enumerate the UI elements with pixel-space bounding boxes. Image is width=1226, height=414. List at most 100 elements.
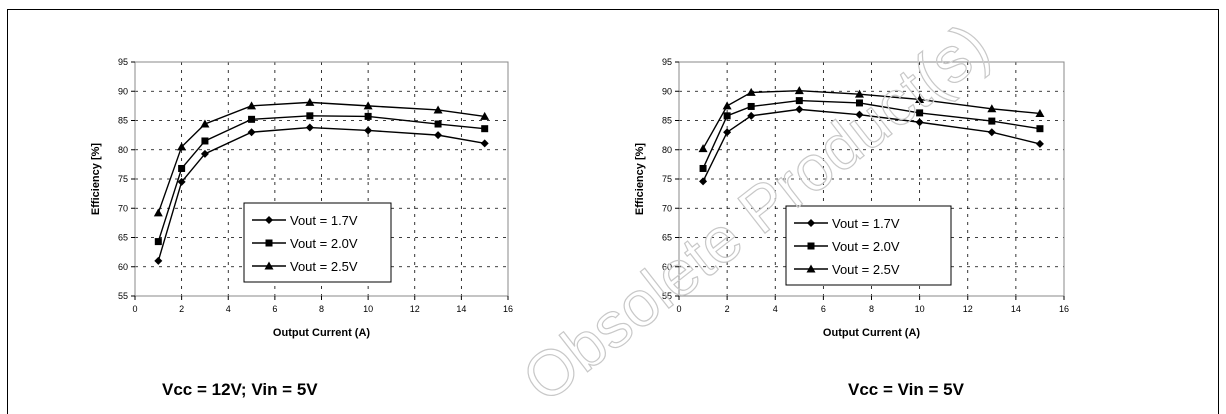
y-tick-label: 60 bbox=[118, 262, 128, 272]
caption-vcc-5v: Vcc = Vin = 5V bbox=[848, 380, 964, 399]
series-square-marker-7 bbox=[481, 125, 489, 133]
y-axis-title: Efficiency [%] bbox=[90, 143, 102, 215]
y-tick-label: 90 bbox=[118, 86, 128, 96]
series-triangle-marker-6 bbox=[987, 104, 997, 113]
series-triangle-marker-1 bbox=[177, 142, 187, 151]
series-triangle-marker-2 bbox=[746, 87, 756, 96]
y-axis-title: Efficiency [%] bbox=[634, 143, 646, 215]
x-tick-label: 0 bbox=[132, 304, 137, 314]
series-square-marker-2 bbox=[747, 102, 755, 110]
series-diamond-marker-1 bbox=[177, 177, 186, 186]
series-diamond bbox=[154, 123, 489, 265]
x-axis-title: Output Current (A) bbox=[823, 327, 920, 339]
series-square-marker-6 bbox=[988, 117, 996, 125]
x-tick-label: 8 bbox=[869, 304, 874, 314]
series-triangle-marker-3 bbox=[794, 86, 804, 95]
series-diamond-marker-6 bbox=[434, 131, 443, 140]
series-diamond-marker-7 bbox=[480, 139, 489, 148]
legend-label: Vout = 1.7V bbox=[290, 213, 358, 228]
legend: Vout = 1.7V Vout = 2.0V Vout = 2.5V bbox=[785, 205, 952, 286]
series-diamond-marker-5 bbox=[364, 126, 373, 135]
y-tick-label: 60 bbox=[662, 262, 672, 272]
x-tick-label: 0 bbox=[676, 304, 681, 314]
y-tick-label: 55 bbox=[662, 291, 672, 301]
series-square-marker-1 bbox=[178, 164, 186, 172]
series-line-triangle bbox=[702, 89, 1041, 149]
x-tick-label: 16 bbox=[503, 304, 513, 314]
series-diamond-marker-1 bbox=[723, 128, 732, 137]
series-square-marker-0 bbox=[699, 164, 707, 172]
x-tick-label: 14 bbox=[456, 304, 466, 314]
series-diamond-marker-3 bbox=[795, 105, 804, 114]
series-diamond-marker-4 bbox=[305, 123, 314, 132]
legend-label: Vout = 2.0V bbox=[290, 236, 358, 251]
series-square-marker-3 bbox=[248, 115, 256, 123]
x-tick-label: 6 bbox=[272, 304, 277, 314]
series-square-marker-5 bbox=[916, 109, 924, 117]
series-triangle-marker-4 bbox=[854, 89, 864, 98]
x-tick-label: 4 bbox=[226, 304, 231, 314]
legend: Vout = 1.7V Vout = 2.0V Vout = 2.5V bbox=[243, 202, 392, 283]
series-line-square bbox=[157, 115, 485, 242]
series-diamond-marker-2 bbox=[200, 149, 209, 158]
series-square-marker-0 bbox=[154, 238, 162, 246]
series-diamond-marker-0 bbox=[154, 256, 163, 265]
x-tick-label: 6 bbox=[821, 304, 826, 314]
legend-diamond-marker-0 bbox=[807, 219, 815, 227]
legend-triangle-marker-0 bbox=[806, 264, 816, 273]
series-line-square bbox=[702, 99, 1041, 169]
series-diamond-marker-0 bbox=[699, 177, 708, 186]
series-triangle-marker-5 bbox=[915, 94, 925, 103]
series-diamond bbox=[699, 105, 1044, 186]
y-tick-label: 65 bbox=[118, 233, 128, 243]
series-square-marker-7 bbox=[1036, 125, 1044, 133]
series-square-marker-4 bbox=[306, 112, 314, 120]
x-tick-label: 16 bbox=[1059, 304, 1069, 314]
y-tick-label: 80 bbox=[118, 145, 128, 155]
series-diamond-marker-5 bbox=[915, 118, 924, 127]
series-diamond-marker-4 bbox=[855, 110, 864, 119]
series-square bbox=[699, 97, 1044, 172]
series-square-marker-4 bbox=[855, 99, 863, 107]
series-triangle bbox=[153, 97, 490, 217]
y-tick-label: 85 bbox=[662, 116, 672, 126]
series-line-diamond bbox=[702, 108, 1041, 182]
legend-label: Vout = 2.0V bbox=[832, 239, 900, 254]
series-triangle-marker-3 bbox=[247, 101, 257, 110]
legend-triangle-marker-0 bbox=[264, 261, 274, 270]
y-tick-label: 95 bbox=[662, 57, 672, 67]
y-tick-label: 90 bbox=[662, 86, 672, 96]
x-tick-label: 10 bbox=[915, 304, 925, 314]
y-tick-label: 80 bbox=[662, 145, 672, 155]
series-triangle-marker-7 bbox=[1035, 108, 1045, 117]
caption-vcc-12v: Vcc = 12V; Vin = 5V bbox=[162, 380, 318, 399]
x-tick-label: 4 bbox=[773, 304, 778, 314]
y-tick-label: 70 bbox=[118, 203, 128, 213]
x-axis-title: Output Current (A) bbox=[273, 327, 370, 339]
series-line-diamond bbox=[157, 126, 485, 262]
legend-diamond-marker-0 bbox=[265, 216, 273, 224]
series-square-marker-6 bbox=[434, 120, 442, 128]
series-triangle-marker-2 bbox=[200, 119, 210, 128]
y-tick-label: 95 bbox=[118, 57, 128, 67]
y-tick-label: 70 bbox=[662, 203, 672, 213]
x-tick-label: 2 bbox=[725, 304, 730, 314]
series-square-marker-2 bbox=[201, 137, 209, 145]
series-square-marker-5 bbox=[364, 112, 372, 120]
legend-label: Vout = 2.5V bbox=[290, 259, 358, 274]
x-tick-label: 10 bbox=[363, 304, 373, 314]
x-tick-label: 2 bbox=[179, 304, 184, 314]
y-tick-label: 65 bbox=[662, 233, 672, 243]
legend-square-marker-0 bbox=[807, 242, 815, 250]
legend-label: Vout = 1.7V bbox=[832, 216, 900, 231]
series-triangle-marker-4 bbox=[305, 97, 315, 106]
series-line-triangle bbox=[157, 101, 485, 214]
y-tick-label: 75 bbox=[118, 174, 128, 184]
series-triangle-marker-0 bbox=[153, 208, 163, 217]
series-square-marker-3 bbox=[795, 97, 803, 105]
series-diamond-marker-6 bbox=[987, 128, 996, 137]
series-square bbox=[154, 112, 489, 246]
x-tick-label: 14 bbox=[1011, 304, 1021, 314]
